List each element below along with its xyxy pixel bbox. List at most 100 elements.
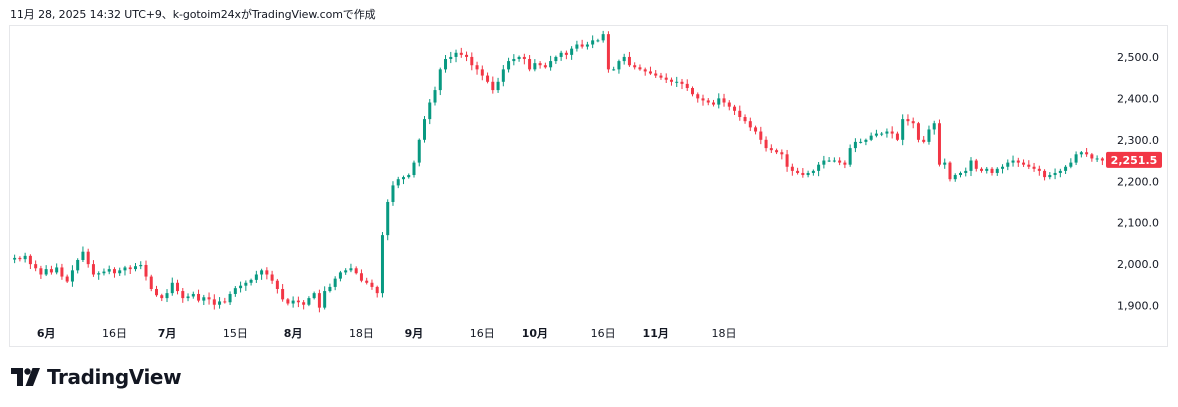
candle[interactable] — [423, 116, 427, 143]
candle[interactable] — [780, 149, 784, 160]
candle[interactable] — [118, 267, 122, 276]
candle[interactable] — [223, 297, 227, 304]
candle[interactable] — [197, 289, 201, 303]
candle[interactable] — [281, 284, 285, 302]
candle[interactable] — [202, 294, 206, 306]
candle[interactable] — [244, 280, 248, 291]
candle[interactable] — [627, 51, 631, 67]
candle[interactable] — [606, 31, 610, 73]
candle[interactable] — [1069, 158, 1073, 169]
candle[interactable] — [501, 65, 505, 87]
candle[interactable] — [901, 114, 905, 146]
candle[interactable] — [759, 126, 763, 145]
candle[interactable] — [260, 268, 264, 280]
candle[interactable] — [822, 155, 826, 169]
candle[interactable] — [754, 125, 758, 135]
candle[interactable] — [638, 64, 642, 71]
candle[interactable] — [680, 78, 684, 90]
candle[interactable] — [580, 39, 584, 49]
candle[interactable] — [1064, 165, 1068, 175]
candle[interactable] — [212, 294, 216, 310]
candle[interactable] — [1074, 151, 1078, 166]
candle[interactable] — [817, 161, 821, 177]
candle[interactable] — [86, 248, 90, 268]
chart-panel[interactable]: 2,500.0 2,400.0 2,300.0 2,200.0 2,100.0 2,000… — [9, 25, 1168, 347]
candle[interactable] — [1027, 160, 1031, 170]
candle[interactable] — [391, 181, 395, 206]
candle[interactable] — [533, 59, 537, 72]
candle[interactable] — [1022, 159, 1026, 167]
candle[interactable] — [155, 285, 159, 297]
candle[interactable] — [123, 265, 127, 276]
candle[interactable] — [953, 173, 957, 182]
candle[interactable] — [564, 50, 568, 60]
candle[interactable] — [522, 53, 526, 65]
candle[interactable] — [701, 94, 705, 106]
candle[interactable] — [349, 263, 353, 273]
candle[interactable] — [974, 158, 978, 172]
candle[interactable] — [44, 265, 48, 277]
candle[interactable] — [1058, 168, 1062, 178]
candle[interactable] — [107, 265, 111, 275]
candle[interactable] — [333, 276, 337, 291]
candle[interactable] — [55, 263, 59, 275]
candle[interactable] — [990, 167, 994, 176]
candle[interactable] — [827, 157, 831, 162]
candle[interactable] — [291, 296, 295, 308]
candle[interactable] — [412, 160, 416, 178]
candle[interactable] — [507, 57, 511, 73]
candle[interactable] — [433, 86, 437, 106]
candle[interactable] — [228, 291, 232, 305]
candle[interactable] — [328, 283, 332, 293]
candle[interactable] — [102, 268, 106, 276]
candle[interactable] — [65, 274, 69, 283]
candle[interactable] — [911, 117, 915, 129]
candle[interactable] — [338, 270, 342, 282]
candle[interactable] — [1053, 168, 1057, 180]
candle[interactable] — [664, 73, 668, 84]
candle[interactable] — [438, 67, 442, 96]
candle[interactable] — [475, 61, 479, 75]
candle[interactable] — [748, 117, 752, 131]
candle[interactable] — [943, 158, 947, 169]
candle[interactable] — [612, 66, 616, 71]
candle[interactable] — [28, 254, 32, 270]
candle[interactable] — [906, 114, 910, 126]
candle[interactable] — [307, 296, 311, 307]
candle[interactable] — [1100, 157, 1104, 166]
candle[interactable] — [302, 300, 306, 310]
candle[interactable] — [1090, 152, 1094, 162]
candle[interactable] — [948, 161, 952, 182]
candle[interactable] — [97, 271, 101, 280]
candle[interactable] — [444, 55, 448, 73]
candle[interactable] — [1011, 155, 1015, 167]
candle[interactable] — [359, 269, 363, 283]
candle[interactable] — [869, 132, 873, 142]
candle[interactable] — [622, 53, 626, 65]
candle[interactable] — [785, 149, 789, 172]
candle[interactable] — [91, 260, 95, 277]
candle[interactable] — [480, 65, 484, 81]
candle[interactable] — [296, 296, 300, 308]
candle[interactable] — [1095, 155, 1099, 162]
candle[interactable] — [128, 265, 132, 275]
candle[interactable] — [937, 119, 941, 167]
candle[interactable] — [617, 59, 621, 74]
candle[interactable] — [239, 281, 243, 293]
candle[interactable] — [769, 144, 773, 154]
candlestick-chart[interactable]: 2,500.0 2,400.0 2,300.0 2,200.0 2,100.0 2,000… — [10, 26, 1167, 346]
candle[interactable] — [470, 52, 474, 71]
candle[interactable] — [559, 50, 563, 61]
candle[interactable] — [428, 99, 432, 125]
tradingview-logo[interactable]: TradingView — [11, 364, 182, 390]
candle[interactable] — [265, 267, 269, 280]
candle[interactable] — [254, 270, 258, 283]
candle[interactable] — [459, 47, 463, 58]
candle[interactable] — [207, 292, 211, 305]
candle[interactable] — [922, 136, 926, 144]
candle[interactable] — [1043, 169, 1047, 181]
candle[interactable] — [932, 120, 936, 135]
candle[interactable] — [1085, 147, 1089, 157]
candle[interactable] — [743, 114, 747, 124]
candle[interactable] — [1032, 162, 1036, 172]
